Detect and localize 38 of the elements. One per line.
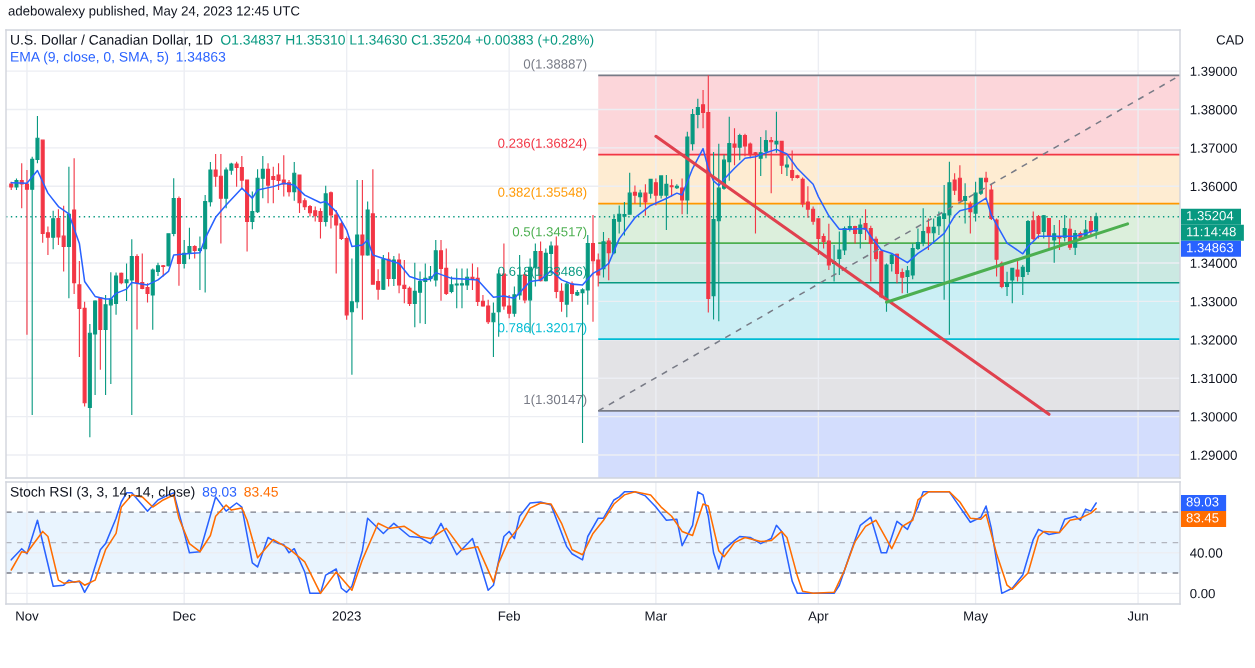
annotation: 89.03 — [202, 486, 237, 497]
y-tick-label: 1.37000 — [1190, 143, 1237, 153]
y-tick-label: 1.39000 — [1190, 66, 1237, 76]
x-tick-label: 2023 — [332, 611, 361, 621]
x-tick-label: Dec — [173, 611, 196, 621]
x-tick-label: Jun — [1127, 611, 1148, 621]
text: adebowalexy published, May 24, 2023 12:45 UTC — [8, 5, 300, 19]
y-axis-title: CAD — [1216, 35, 1244, 45]
ref-line-label: 1.35204 — [1187, 211, 1234, 221]
annotation: O1.34837 H1.35310 L1.34630 C1.35204 +0.00383 (+0.28%) — [221, 34, 594, 48]
x-tick-label: Nov — [16, 611, 39, 621]
ref-line-label: 0.236(1.36824) — [498, 138, 587, 151]
annotation: 83.45 — [244, 486, 278, 497]
y-tick-label: 1.29000 — [1190, 450, 1237, 460]
x-tick-label: Feb — [498, 610, 520, 621]
ref-line-label: 0.382(1.35548) — [498, 187, 587, 200]
y-tick-label: 40.00 — [1190, 548, 1223, 558]
x-tick-label: May — [964, 611, 989, 624]
ref-line-label: 0.5(1.34517) — [512, 226, 587, 239]
chart-title: Stoch RSI (3, 3, 14, 14, close) — [10, 486, 195, 500]
y-tick-label: 1.34000 — [1190, 258, 1237, 268]
annotation: 1.34863 — [176, 51, 226, 62]
text: 83.45 — [1186, 513, 1219, 523]
y-tick-label: 1.38000 — [1190, 105, 1237, 115]
y-tick-label: 1.30000 — [1190, 412, 1237, 422]
ref-line-label: 0(1.38887) — [523, 58, 587, 72]
y-tick-label: 1.31000 — [1190, 373, 1237, 384]
x-tick-label: Apr — [808, 611, 829, 624]
chart-title: U.S. Dollar / Canadian Dollar, 1D — [11, 34, 213, 47]
x-tick-label: Mar — [645, 611, 668, 621]
y-tick-label: 1.32000 — [1190, 335, 1237, 345]
text: 1.34863 — [1187, 243, 1234, 253]
text: EMA (9, close, 0, SMA, 5) — [11, 51, 169, 65]
y-tick-label: 1.33000 — [1190, 296, 1237, 307]
y-tick-label: 0.00 — [1190, 588, 1215, 599]
text: 89.03 — [1186, 497, 1219, 507]
y-tick-label: 1.36000 — [1190, 181, 1237, 192]
text: 11:14:48 — [1187, 227, 1236, 237]
